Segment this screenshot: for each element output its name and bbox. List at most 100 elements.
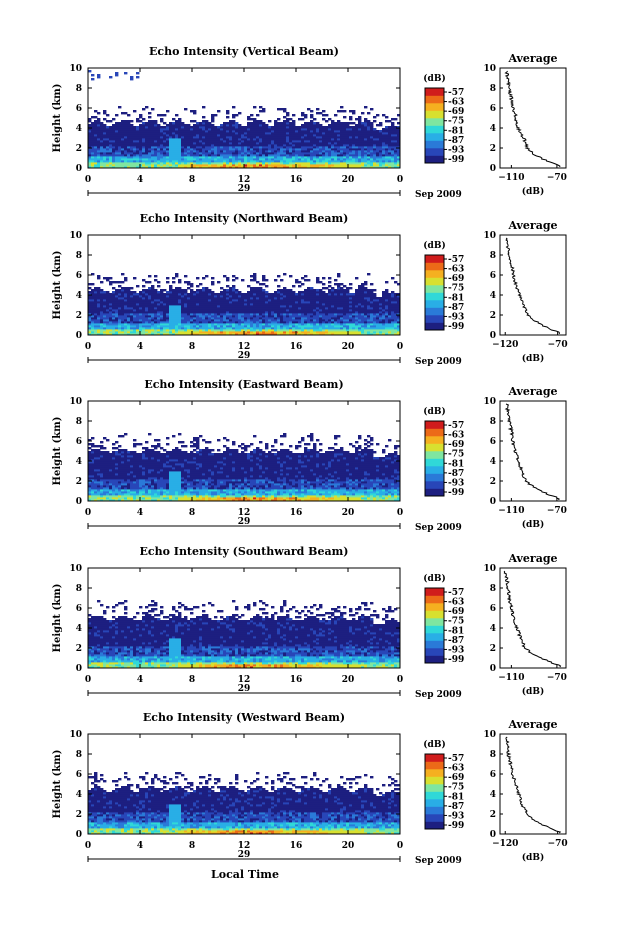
colorbar-band [425, 118, 444, 126]
y-tick-label: 0 [76, 830, 82, 840]
colorbar-tick-label: -87 [448, 303, 464, 313]
colorbar-band [425, 255, 444, 263]
average-y-tick-label: 0 [490, 664, 496, 674]
y-tick-label: 6 [76, 437, 82, 447]
average-x-tick-label: −70 [548, 839, 568, 849]
x-tick-label: 16 [290, 508, 303, 518]
colorbar-band [425, 148, 444, 156]
colorbar-tick-label: -99 [448, 322, 464, 332]
colorbar-tick-label: -75 [448, 284, 464, 294]
colorbar-band [425, 451, 444, 459]
y-tick-label: 10 [69, 64, 82, 74]
colorbar-band [425, 140, 444, 149]
date-label: Sep 2009 [415, 523, 462, 533]
average-title: Average [507, 718, 557, 731]
x-tick-label: 12 [238, 675, 251, 685]
average-profile-line [504, 403, 560, 501]
date-label: Sep 2009 [415, 856, 462, 866]
average-y-tick-label: 4 [490, 790, 496, 800]
y-tick-label: 4 [76, 291, 82, 301]
y-tick-label: 0 [76, 497, 82, 507]
colorbar-tick-label: -81 [448, 792, 464, 802]
colorbar-frame [424, 87, 445, 164]
colorbar-tick-label: -63 [448, 598, 464, 608]
x-tick-label: 12 [238, 841, 251, 851]
x-tick-label: 0 [85, 841, 91, 851]
x-tick-label: 12 [238, 175, 251, 185]
date-label: Sep 2009 [415, 357, 462, 367]
average-frame [499, 400, 567, 502]
average-y-tick-label: 8 [490, 84, 496, 94]
average-x-tick-label: −70 [547, 173, 567, 183]
average-y-tick-label: 10 [483, 730, 496, 740]
colorbar-band [425, 754, 444, 762]
average-y-tick-label: 2 [490, 311, 496, 321]
x-tick-label: 16 [290, 841, 303, 851]
colorbar-band [425, 799, 444, 807]
y-tick-label: 2 [76, 477, 82, 487]
average-x-tick-label: −70 [547, 673, 567, 683]
average-y-tick-label: 2 [490, 477, 496, 487]
date-label: Sep 2009 [415, 690, 462, 700]
colorbar-band [425, 315, 444, 323]
x-axis-label: Local Time [211, 868, 279, 881]
colorbar-tick-label: -99 [448, 488, 464, 498]
average-y-tick-label: 8 [490, 584, 496, 594]
x-tick-label: 0 [397, 342, 403, 352]
average-y-tick-label: 6 [490, 604, 496, 614]
colorbar-tick-label: -81 [448, 626, 464, 636]
average-profile-line [505, 736, 562, 834]
date-label: Sep 2009 [415, 190, 462, 200]
average-title: Average [507, 385, 557, 398]
colorbar-band [425, 110, 444, 119]
colorbar-frame [424, 587, 445, 664]
colorbar-tick-label: -81 [448, 459, 464, 469]
average-frame [499, 567, 567, 669]
y-tick-label: 0 [76, 331, 82, 341]
panel-4: Echo Intensity (Southward Beam)0 4 8 12 16 20… [52, 545, 567, 700]
y-axis-label: Height (km) [52, 84, 63, 153]
average-frame [499, 733, 567, 835]
day-label: 29 [238, 850, 251, 860]
average-y-tick-label: 4 [490, 124, 496, 134]
colorbar-band [425, 277, 444, 286]
colorbar-frame [424, 753, 445, 830]
y-axis-label: Height (km) [52, 584, 63, 653]
x-tick-label: 8 [189, 841, 195, 851]
average-y-tick-label: 6 [490, 104, 496, 114]
colorbar-band [425, 95, 444, 104]
colorbar-tick-label: -87 [448, 469, 464, 479]
colorbar-tick-label: -93 [448, 811, 464, 821]
colorbar-band [425, 322, 444, 331]
colorbar-band [425, 814, 444, 822]
average-y-tick-label: 8 [490, 417, 496, 427]
x-tick-label: 20 [342, 675, 355, 685]
y-tick-label: 8 [76, 417, 82, 427]
panel-2: Echo Intensity (Northward Beam)0 4 8 12 16 20… [52, 212, 568, 367]
panel-title: Echo Intensity (Eastward Beam) [144, 378, 343, 391]
colorbar-tick-label: -99 [448, 155, 464, 165]
average-y-tick-label: 2 [490, 644, 496, 654]
colorbar-tick-label: -87 [448, 136, 464, 146]
panel-title: Echo Intensity (Westward Beam) [143, 711, 345, 724]
colorbar-tick-label: -57 [448, 588, 464, 598]
y-tick-label: 4 [76, 124, 82, 134]
x-tick-label: 0 [85, 508, 91, 518]
x-tick-label: 20 [342, 342, 355, 352]
average-y-tick-label: 8 [490, 750, 496, 760]
colorbar-tick-label: -75 [448, 450, 464, 460]
colorbar-band [425, 776, 444, 785]
colorbar-band [425, 603, 444, 611]
x-tick-label: 4 [137, 175, 143, 185]
y-tick-label: 8 [76, 251, 82, 261]
colorbar-band [425, 466, 444, 474]
average-title: Average [507, 52, 557, 65]
average-y-tick-label: 10 [483, 231, 496, 241]
colorbar-band [425, 481, 444, 489]
colorbar-band [425, 443, 444, 452]
x-tick-label: 0 [397, 175, 403, 185]
panel-title: Echo Intensity (Northward Beam) [140, 212, 349, 225]
colorbar-band [425, 588, 444, 596]
average-profile-line [504, 70, 561, 167]
